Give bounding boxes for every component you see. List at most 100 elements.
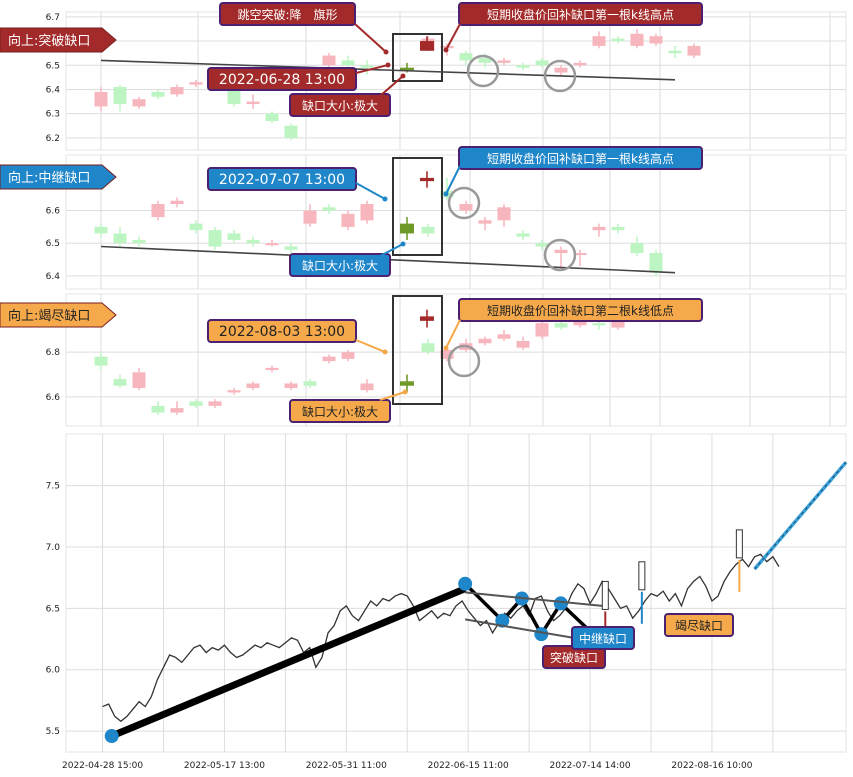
- gap-size-callout: 缺口大小:极大: [302, 98, 378, 113]
- price-line: [102, 553, 780, 723]
- x-tick-label: 2022-08-16 10:00: [671, 761, 752, 771]
- gap-size-callout-pointer-tip: [402, 389, 408, 395]
- candle-body: [189, 223, 203, 231]
- candle-body: [459, 53, 473, 61]
- gap-candle-body: [420, 41, 434, 51]
- target-callout-box: [458, 146, 703, 170]
- pattern-callout-box: [219, 2, 356, 26]
- flag-zigzag: [463, 582, 604, 644]
- candle-body: [573, 253, 587, 256]
- pattern-point: [104, 729, 119, 744]
- candle-body: [497, 207, 511, 221]
- time-callout-box: [207, 67, 357, 91]
- gap-type-label: 向上:中继缺口: [8, 170, 90, 186]
- candle-body: [649, 36, 663, 44]
- y-tick-label: 6.8: [46, 348, 61, 358]
- candle-body: [611, 320, 625, 328]
- candle-body: [630, 243, 644, 254]
- y-tick-label: 6.2: [46, 134, 60, 144]
- candle-body: [113, 233, 127, 244]
- candle-body: [265, 113, 279, 121]
- candle-body: [208, 401, 222, 406]
- gap-candle-body: [400, 67, 414, 71]
- y-tick-label: 6.5: [46, 604, 60, 614]
- candle-body: [592, 323, 606, 326]
- fill-marker-circle: [466, 54, 500, 88]
- gap-size-callout-pointer-tip: [400, 241, 406, 247]
- pattern-point: [553, 596, 568, 611]
- gap-mark-box: [601, 580, 609, 610]
- y-tick-label: 6.5: [46, 61, 60, 71]
- gap-highlight-box: [392, 33, 443, 82]
- candle-body: [341, 352, 355, 359]
- pattern-callout-pointer-tip: [383, 49, 389, 55]
- target-callout: 短期收盘价回补缺口第一根k线高点: [487, 7, 674, 22]
- gap-type-label: 向上:竭尽缺口: [8, 308, 90, 324]
- gap-candle-body: [420, 177, 434, 182]
- candle-body: [668, 50, 682, 54]
- candle-body: [322, 55, 336, 66]
- target-callout-pointer-tip: [443, 191, 449, 197]
- candle-body: [113, 87, 127, 104]
- candle-body: [151, 204, 165, 218]
- candle-body: [649, 253, 663, 273]
- fill-marker-circle: [447, 186, 481, 220]
- candle-body: [189, 401, 203, 406]
- gap-type-arrow-3: [0, 302, 117, 328]
- time-callout-pointer-tip: [382, 196, 388, 202]
- gap-size-callout: 缺口大小:极大: [302, 258, 378, 273]
- candle-body: [170, 200, 184, 205]
- candle-body: [497, 334, 511, 339]
- gap-mark-label: 竭尽缺口: [675, 618, 723, 633]
- gap-type-arrow-1: [0, 27, 117, 53]
- time-callout-box: [207, 319, 357, 343]
- gap-size-callout-pointer-tip: [400, 73, 406, 79]
- candle-body: [592, 226, 606, 231]
- candle-body: [360, 65, 374, 68]
- candle-body: [592, 36, 606, 46]
- candle-body: [170, 87, 184, 95]
- target-callout-box: [458, 2, 703, 26]
- candle-body: [303, 210, 317, 224]
- y-tick-label: 6.5: [46, 239, 60, 249]
- candle-body: [113, 379, 127, 386]
- fill-marker-circle: [543, 238, 577, 272]
- time-callout: 2022-07-07 13:00: [219, 172, 345, 188]
- gap-size-callout-box: [289, 93, 391, 117]
- gap-mark-label-box: [664, 613, 734, 637]
- pattern-callout-pointer: [354, 23, 387, 53]
- pattern-point: [458, 576, 473, 591]
- candle-body: [516, 233, 530, 237]
- candle-body: [284, 246, 298, 250]
- y-tick-label: 6.6: [46, 207, 61, 217]
- gap-candle-body: [420, 316, 434, 321]
- gap-mark-label-box: [571, 626, 635, 650]
- candle-body: [611, 38, 625, 42]
- target-callout-pointer-tip: [443, 47, 449, 53]
- target-callout: 短期收盘价回补缺口第二根k线低点: [487, 303, 674, 318]
- time-callout-pointer: [355, 339, 386, 353]
- gap-mark-box: [638, 561, 646, 591]
- x-tick-label: 2022-07-14 14:00: [550, 761, 631, 771]
- candle-body: [360, 383, 374, 391]
- candle-body: [535, 243, 549, 247]
- time-callout: 2022-06-28 13:00: [219, 72, 345, 88]
- candle-body: [151, 405, 165, 413]
- candle-body: [94, 356, 108, 366]
- gap-size-callout-pointer: [379, 243, 404, 257]
- target-callout-pointer: [445, 319, 461, 349]
- candle-body: [284, 383, 298, 388]
- candle-body: [246, 101, 260, 104]
- gap-candle-body: [400, 223, 414, 234]
- candle-body: [611, 226, 625, 231]
- gap-candle-body: [400, 381, 414, 386]
- gap-mark-box: [735, 529, 743, 559]
- candle-body: [341, 60, 355, 66]
- candle-body: [322, 356, 336, 362]
- candle-body: [535, 323, 549, 337]
- candle-body: [516, 65, 530, 68]
- y-tick-label: 6.4: [46, 272, 61, 282]
- gap-size-callout-pointer: [379, 75, 404, 97]
- candle-body: [227, 390, 241, 393]
